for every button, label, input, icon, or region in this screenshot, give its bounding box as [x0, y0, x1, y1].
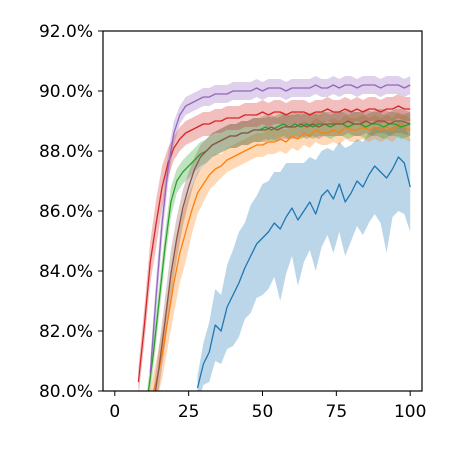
y-tick-label: 84.0%: [39, 262, 93, 282]
confidence-bands: [138, 76, 411, 391]
series-4-line: [137, 105, 411, 383]
x-tick-label: 50: [252, 402, 274, 422]
series-1-line: [196, 156, 411, 389]
series-2-line: [152, 123, 411, 391]
y-tick-label: 88.0%: [39, 142, 93, 162]
x-tick-label: 25: [178, 402, 200, 422]
series-2-band: [150, 112, 411, 391]
y-tick-label: 86.0%: [39, 202, 93, 222]
y-tick-label: 82.0%: [39, 322, 93, 342]
y-tick-label: 80.0%: [39, 382, 93, 402]
x-axis: 0 25 50 75 100: [109, 391, 426, 422]
x-tick-label: 0: [109, 402, 120, 422]
x-tick-label: 75: [326, 402, 348, 422]
series-1-band: [197, 121, 411, 391]
x-tick-label: 100: [394, 402, 426, 422]
y-tick-label: 90.0%: [39, 82, 93, 102]
series-3-line: [147, 123, 411, 391]
y-axis: 80.0% 82.0% 84.0% 86.0% 88.0% 90.0% 92.0%: [39, 22, 103, 402]
series-6-line: [154, 120, 411, 391]
series-5-line: [149, 84, 411, 374]
series-lines: [137, 84, 411, 391]
y-tick-label: 92.0%: [39, 22, 93, 42]
